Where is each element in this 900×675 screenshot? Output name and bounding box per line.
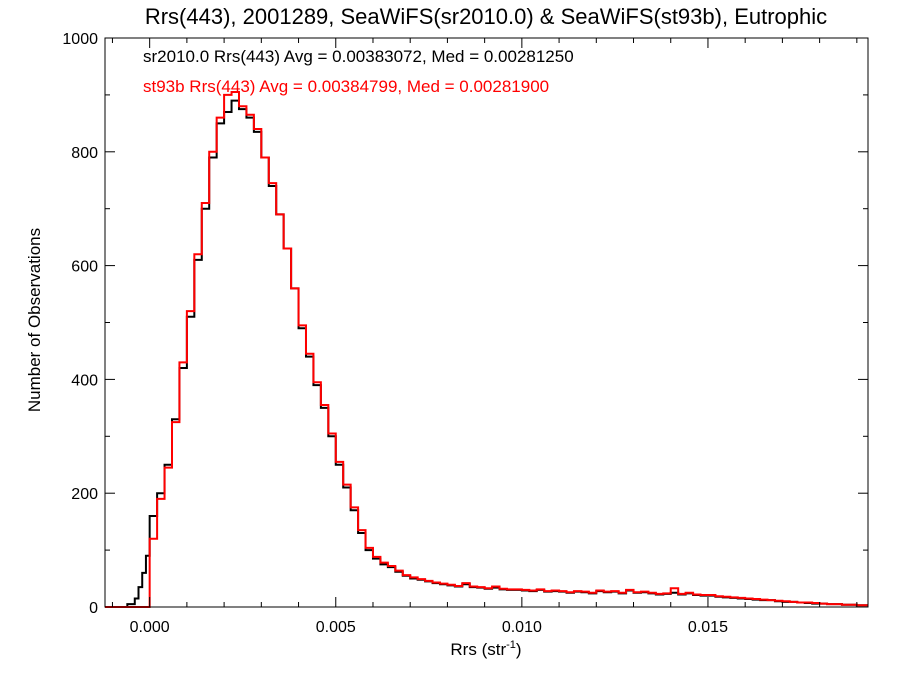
x-axis-label-suffix: ) [516,640,522,659]
y-tick-label: 600 [71,259,98,276]
x-axis-label-sup: -1 [506,639,516,651]
x-axis-label: Rrs (str-1) [450,639,521,659]
y-tick-label: 800 [71,145,98,162]
y-tick-label: 200 [71,486,98,503]
chart-title: Rrs(443), 2001289, SeaWiFS(sr2010.0) & S… [145,4,827,29]
x-tick-label: 0.010 [502,619,542,636]
series-line-0 [105,99,868,608]
y-axis-label: Number of Observations [25,228,44,412]
series-line-1 [105,91,868,608]
x-tick-label: 0.015 [688,619,728,636]
y-tick-label: 0 [89,600,98,617]
x-tick-label: 0.005 [316,619,356,636]
y-tick-label: 1000 [62,31,98,48]
y-tick-label: 400 [71,372,98,389]
annotation-st93b: st93b Rrs(443) Avg = 0.00384799, Med = 0… [143,77,549,96]
plot-area: 0.000 0.005 0.010 0.015 0 200 400 600 800 1000 [62,31,869,636]
x-axis-label-main: Rrs (str [450,640,506,659]
annotation-sr2010: sr2010.0 Rrs(443) Avg = 0.00383072, Med … [143,47,574,66]
x-tick-label: 0.000 [130,619,170,636]
